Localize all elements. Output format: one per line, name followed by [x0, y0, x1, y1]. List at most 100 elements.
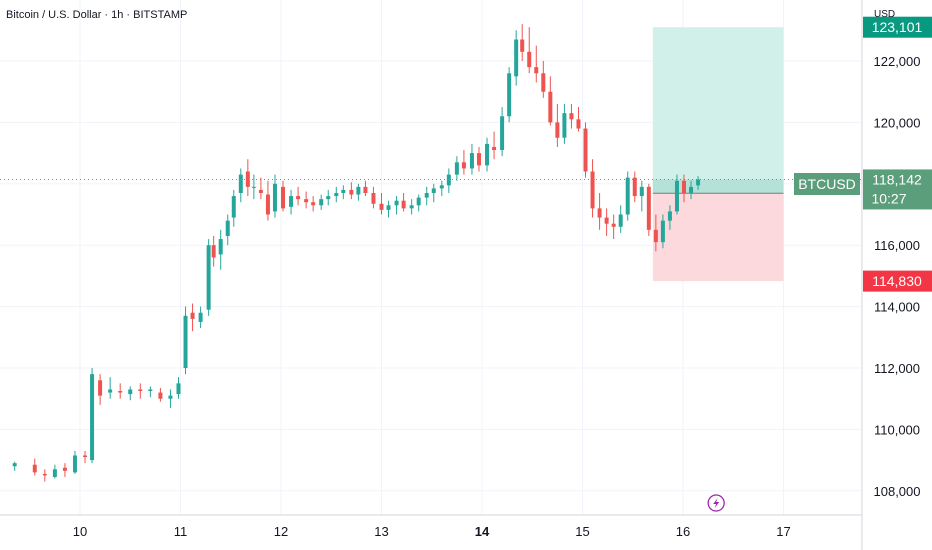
ticker-badge: BTCUSD [794, 173, 860, 195]
candle-body [682, 180, 687, 194]
candle-body [500, 116, 505, 151]
profit-zone[interactable] [652, 27, 784, 194]
candle-body [198, 312, 203, 322]
candle-body [265, 194, 270, 215]
candle-body [416, 197, 421, 206]
candle [258, 177, 263, 200]
candle-body [326, 196, 331, 200]
candle-body [311, 202, 316, 206]
candle-body [90, 374, 95, 461]
candle [416, 194, 421, 212]
candle-body [334, 193, 339, 197]
candle-body [461, 162, 466, 169]
currency-label[interactable]: USD [874, 9, 896, 20]
take-profit-label-bg [863, 16, 932, 38]
candle [454, 156, 459, 181]
candle-body [206, 245, 211, 310]
candle [394, 196, 399, 215]
candle-body [289, 196, 294, 207]
candle-body [83, 455, 88, 458]
candle [562, 103, 567, 144]
candle-body [696, 179, 701, 186]
candle [265, 180, 270, 221]
candle [206, 239, 211, 316]
position-zones[interactable] [652, 27, 784, 282]
candle [461, 150, 466, 175]
candle-body [128, 389, 133, 395]
candle-body [356, 186, 361, 195]
candle-body [251, 186, 256, 188]
candle-body [12, 463, 17, 467]
candle-body [341, 189, 346, 194]
lightning-icon[interactable] [707, 494, 725, 512]
candle [341, 185, 346, 200]
candle-body [225, 220, 230, 236]
candle [371, 186, 376, 209]
candle [401, 193, 406, 212]
candle-body [446, 174, 451, 186]
candle-body [138, 389, 143, 392]
candle [653, 214, 658, 252]
candle [83, 450, 88, 464]
grid [0, 0, 862, 515]
candle-body [379, 203, 384, 210]
candle [176, 377, 181, 399]
take-profit-label: 123,101 [872, 19, 923, 35]
candle-body [632, 177, 637, 197]
candle-body [548, 91, 553, 123]
candle-body [32, 464, 37, 473]
stop-loss-label-bg [863, 270, 932, 292]
last-price-label: 118,142 [872, 171, 922, 187]
candle [238, 168, 243, 203]
candle [514, 30, 519, 86]
candle [98, 374, 103, 405]
candle [534, 45, 539, 83]
y-tick-label: 110,000 [874, 422, 920, 437]
candle [500, 107, 505, 157]
candle [231, 189, 236, 227]
candle [72, 450, 77, 474]
candle [138, 383, 143, 399]
candle-body [646, 186, 651, 230]
candle-body [168, 395, 173, 399]
candle [296, 186, 301, 206]
candle-body [72, 455, 77, 473]
candle [183, 306, 188, 375]
candle-body [674, 180, 679, 212]
symbol-title[interactable]: Bitcoin / U.S. Dollar · 1h · BITSTAMP [6, 9, 188, 21]
candle [520, 24, 525, 61]
candle [492, 131, 497, 160]
last-price-label-bg [863, 169, 932, 210]
loss-zone[interactable] [652, 193, 784, 282]
price-lines [0, 178, 862, 512]
candle-body [409, 205, 414, 209]
candle-body [492, 146, 497, 151]
candle [42, 469, 47, 482]
candle [597, 193, 602, 230]
x-tick-label: 16 [676, 524, 690, 539]
candle [555, 103, 560, 147]
y-tick-label: 120,000 [874, 115, 921, 130]
candle-body [190, 312, 195, 319]
candle [356, 183, 361, 201]
candle [618, 205, 623, 233]
candle-body [625, 177, 630, 215]
candle [289, 189, 294, 215]
x-tick-label: 14 [475, 524, 490, 539]
candle [326, 189, 331, 206]
candles [12, 24, 701, 482]
candle [625, 171, 630, 221]
candle-body [541, 73, 546, 92]
candle-body [660, 220, 665, 243]
candle [424, 186, 429, 206]
candle-body [590, 171, 595, 209]
candle-body [514, 39, 519, 77]
candle-body [281, 186, 286, 209]
candle [245, 159, 250, 197]
candle-body [386, 205, 391, 210]
candle-body [562, 113, 567, 138]
candle-body [569, 113, 574, 120]
candle-body [527, 51, 532, 68]
x-tick-label: 17 [776, 524, 790, 539]
